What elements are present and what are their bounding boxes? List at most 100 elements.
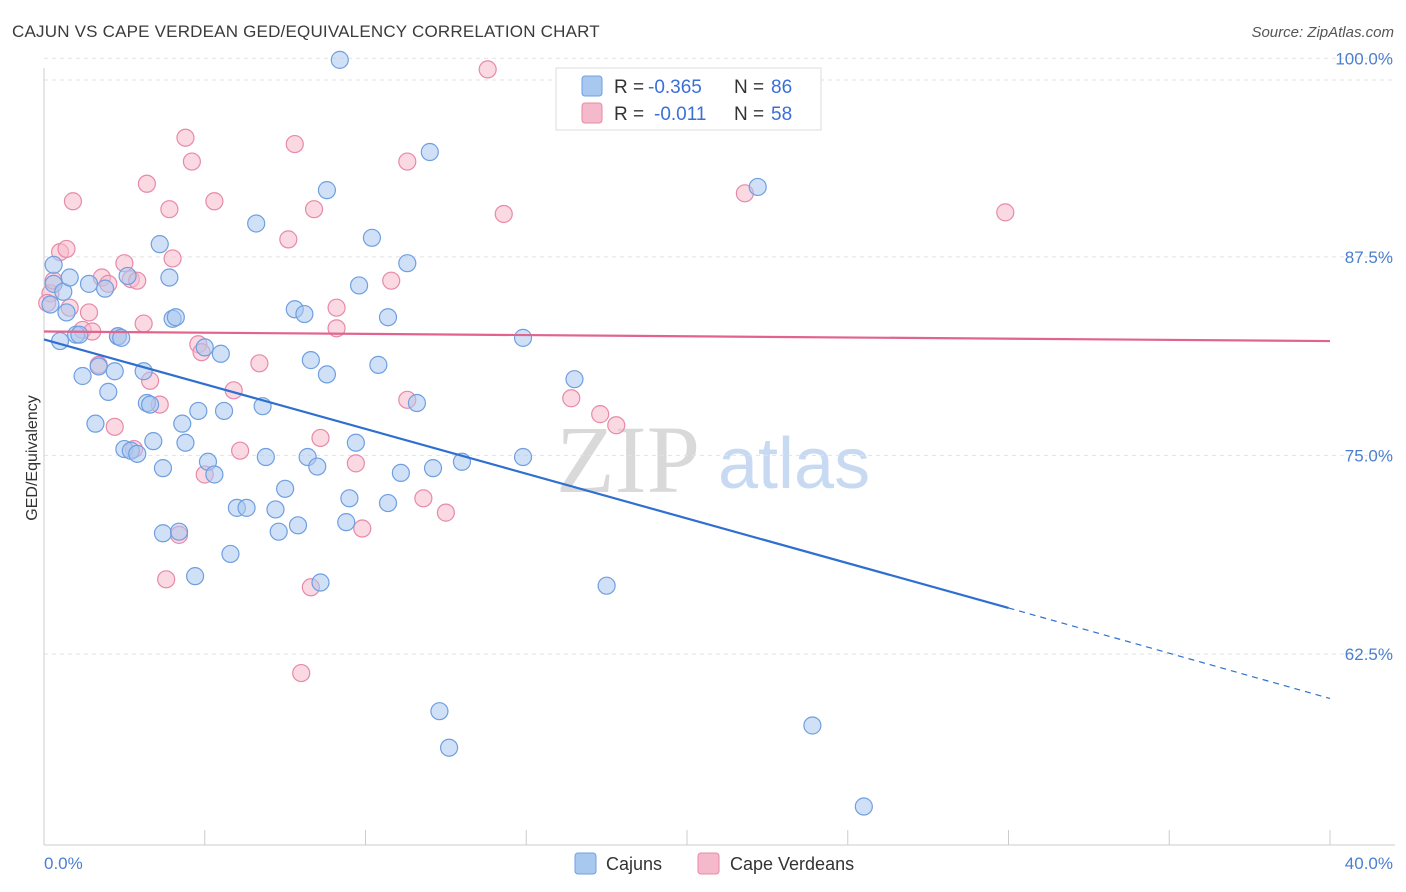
point-cajun	[407, 393, 427, 413]
watermark-atlas: atlas	[718, 424, 870, 504]
point-cajun	[89, 357, 108, 376]
point-cajun	[50, 331, 70, 351]
point-cajun	[189, 401, 208, 421]
point-cajun	[330, 50, 349, 69]
bottom-legend-cape-verdeans: Cape Verdeans	[730, 854, 854, 874]
point-cape-verdean	[231, 441, 250, 460]
point-cape-verdean	[353, 519, 372, 538]
legend-n-value-cajuns: 86	[771, 77, 792, 98]
legend-n-label-cajuns: N =	[734, 77, 764, 98]
point-cajun	[311, 573, 330, 592]
point-cape-verdean	[134, 314, 153, 333]
point-cajun	[266, 500, 285, 519]
point-cajun	[317, 365, 337, 384]
point-cajun	[803, 716, 822, 735]
point-cajun	[140, 395, 160, 414]
point-cajun	[153, 524, 173, 543]
trend-lines	[43, 330, 1331, 700]
point-cajun	[247, 214, 266, 233]
watermark-zip: ZIP	[556, 406, 700, 513]
point-cajun	[86, 414, 105, 433]
series-legend: Cajuns Cape Verdeans	[574, 852, 854, 875]
bottom-legend-cajuns: Cajuns	[606, 854, 662, 874]
point-cajun	[565, 370, 584, 389]
point-cajun	[144, 432, 163, 451]
point-cajun	[57, 303, 76, 322]
point-cajun	[369, 355, 388, 374]
point-cape-verdean	[414, 489, 433, 508]
y-tick-label: 62.5%	[1345, 645, 1393, 664]
axes	[43, 68, 1395, 846]
point-cape-verdean	[163, 249, 182, 268]
point-cape-verdean	[250, 354, 269, 373]
trend-line-cape-verdeans	[43, 330, 1331, 343]
point-cajun	[128, 444, 147, 463]
point-cape-verdean	[57, 239, 76, 259]
point-cajun	[317, 181, 337, 200]
point-cajun	[186, 567, 205, 586]
point-cape-verdean	[382, 271, 401, 290]
point-cape-verdean	[478, 60, 497, 79]
y-tick-label: 100.0%	[1335, 49, 1393, 68]
point-cajun	[748, 177, 767, 197]
bottom-legend-swatch-cape-verdeans	[697, 852, 720, 875]
point-cajun	[153, 459, 173, 478]
point-cajun	[160, 268, 179, 287]
y-tick-labels: 62.5% 75.0% 87.5% 100.0%	[1335, 49, 1393, 664]
point-cajun	[79, 274, 99, 293]
point-cajun	[60, 268, 79, 287]
point-cajun	[276, 479, 295, 498]
point-cajun	[166, 308, 185, 327]
point-cajun	[150, 235, 169, 254]
point-cajun	[423, 459, 443, 478]
point-cajun	[105, 362, 124, 381]
point-cajun	[391, 463, 410, 483]
point-cajun	[205, 465, 224, 484]
point-cape-verdean	[311, 428, 330, 448]
point-cape-verdean	[157, 570, 176, 589]
point-cape-verdean	[205, 192, 224, 211]
point-cajun	[349, 276, 369, 295]
point-cape-verdean	[562, 389, 581, 408]
y-axis-label: GED/Equivalency	[24, 395, 41, 520]
point-cajun	[99, 382, 118, 401]
legend-r-label-cajuns: R =	[614, 77, 644, 98]
point-cajun	[340, 489, 359, 508]
point-cajun	[112, 328, 131, 347]
point-cape-verdean	[137, 174, 156, 193]
point-cajun	[513, 447, 533, 467]
point-cajun	[214, 401, 234, 421]
point-cape-verdean	[398, 152, 417, 171]
point-cape-verdean	[327, 298, 346, 317]
point-cape-verdean	[346, 454, 365, 473]
point-cajun	[70, 325, 89, 344]
point-cape-verdean	[160, 200, 179, 219]
point-cape-verdean	[292, 663, 311, 683]
x-tick-label-min: 0.0%	[44, 854, 83, 873]
point-cajun	[237, 498, 256, 517]
trend-line-cajuns-extension	[1008, 607, 1331, 700]
point-cape-verdean	[285, 134, 304, 154]
y-tick-label: 75.0%	[1345, 446, 1393, 465]
point-cajun	[378, 493, 398, 513]
point-cajun	[295, 304, 314, 324]
point-cape-verdean	[79, 303, 99, 322]
point-cajun	[513, 328, 533, 347]
point-cajun	[211, 344, 230, 363]
legend-swatch-cape-verdeans	[581, 102, 603, 124]
point-cape-verdean	[996, 203, 1015, 222]
point-cajun	[288, 516, 308, 535]
point-cajun	[221, 544, 240, 564]
legend-r-value-cape: -0.011	[654, 104, 706, 125]
y-tick-label: 87.5%	[1345, 248, 1393, 267]
point-cajun	[118, 266, 137, 286]
point-cajun	[346, 433, 365, 452]
point-cajun	[176, 433, 195, 452]
legend-n-value-cape: 58	[771, 104, 792, 125]
bottom-legend-swatch-cajuns	[574, 852, 597, 875]
point-cajun	[301, 351, 320, 370]
point-cajun	[597, 576, 616, 595]
chart-title: CAJUN VS CAPE VERDEAN GED/EQUIVALENCY CO…	[12, 22, 600, 41]
point-cajun	[430, 702, 449, 721]
